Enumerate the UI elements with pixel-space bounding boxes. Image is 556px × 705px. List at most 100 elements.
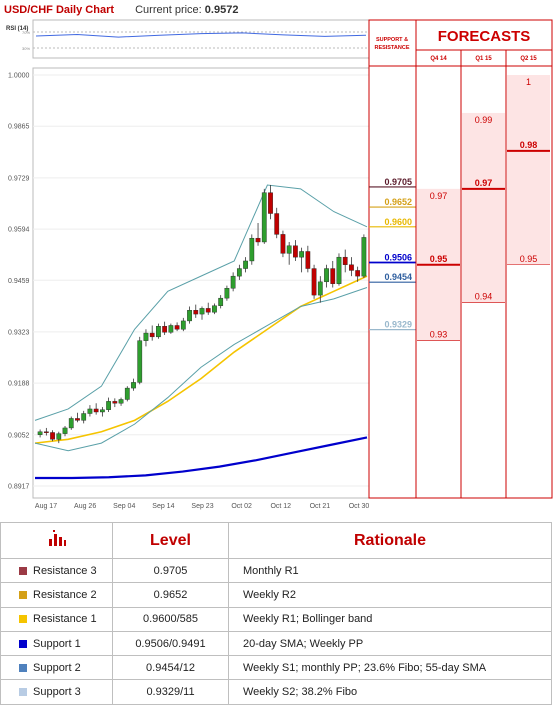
forecast-low-label: 0.95: [520, 254, 538, 264]
level-name-cell: Resistance 2: [0, 582, 113, 608]
level-name-cell: Support 2: [0, 655, 113, 681]
candle-body: [261, 192, 267, 243]
level-value: 0.9600/585: [112, 606, 229, 632]
series-line-bollinger-lower: [34, 287, 368, 452]
rsi-line: [35, 32, 367, 38]
level-rationale: Weekly S2; 38.2% Fibo: [228, 679, 552, 705]
series-line-20-day-sma: [34, 275, 368, 444]
candle-body: [342, 256, 348, 265]
x-tick-label: Sep 23: [191, 503, 213, 510]
table-header-icon-cell: [0, 522, 113, 559]
candle-body: [286, 245, 292, 254]
bar-chart-icon: [48, 530, 66, 546]
sr-label-1: SUPPORT &: [376, 37, 408, 43]
level-name: Support 3: [33, 686, 81, 699]
x-tick-label: Sep 14: [152, 503, 174, 510]
candle-body: [99, 409, 105, 413]
forecast-quarter-label: Q4 14: [430, 56, 447, 62]
price-label: Current price:: [135, 4, 202, 16]
y-tick-label: 0.9188: [8, 381, 30, 388]
forecast-high-label: 0.99: [475, 115, 493, 125]
level-rationale: Monthly R1: [228, 557, 552, 584]
candle-body: [324, 268, 329, 283]
color-swatch: [19, 688, 27, 697]
sr-label-2: RESISTANCE: [374, 45, 409, 51]
candle-body: [106, 401, 111, 410]
table-row: Support 3 0.9329/11 Weekly S2; 38.2% Fibo: [0, 679, 552, 705]
level-name: Resistance 1: [33, 613, 97, 626]
candle-body: [280, 234, 286, 254]
candle-body: [118, 399, 124, 404]
forecast-median-label: 0.97: [475, 178, 493, 188]
price-value: 0.9572: [204, 4, 239, 16]
candle-body: [268, 192, 273, 214]
candle-body: [205, 308, 211, 313]
levels-table: Level Rationale Resistance 3 0.9705 Monthl…: [0, 522, 552, 705]
level-value: 0.9454/12: [112, 655, 229, 681]
forecast-median-label: 0.98: [520, 140, 538, 150]
level-name-cell: Support 1: [0, 630, 113, 657]
candle-body: [137, 340, 143, 383]
candle-body: [199, 308, 205, 315]
y-tick-label: 0.9594: [8, 227, 30, 234]
forecast-high-label: 0.97: [430, 191, 448, 201]
color-swatch: [19, 639, 27, 648]
color-swatch: [19, 615, 27, 624]
chart-title-bar: USD/CHF Daily Chart Current price: 0.957…: [4, 4, 238, 16]
level-rationale: Weekly S1; monthly PP; 23.6% Fibo; 55-da…: [228, 655, 552, 681]
candle-body: [355, 270, 361, 277]
level-label-r2: 0.9652: [384, 197, 412, 207]
series-line-bollinger-upper: [34, 184, 368, 421]
candle-body: [274, 213, 280, 235]
table-row: Support 2 0.9454/12 Weekly S1; monthly PP;…: [0, 655, 552, 681]
level-name-cell: Resistance 1: [0, 606, 113, 632]
level-value: 0.9652: [112, 582, 229, 608]
candle-body: [299, 251, 305, 258]
table-row: Resistance 3 0.9705 Monthly R1: [0, 557, 552, 584]
candle-body: [230, 275, 236, 289]
level-rationale: Weekly R2: [228, 582, 552, 608]
candle-body: [62, 427, 68, 434]
level-name: Resistance 3: [33, 564, 97, 577]
candle-body: [124, 387, 130, 400]
candle-body: [311, 268, 317, 296]
series-line-55-day-sma: [35, 436, 368, 480]
y-tick-label: 0.9323: [8, 329, 30, 336]
forecast-low-label: 0.94: [475, 292, 493, 302]
candle-body: [330, 268, 336, 284]
sr-column-inner: [369, 20, 416, 498]
y-tick-label: 0.9052: [8, 432, 30, 439]
x-tick-label: Oct 21: [310, 503, 331, 510]
candle-body: [336, 256, 342, 284]
candle-body: [112, 401, 118, 404]
x-tick-label: Sep 04: [113, 503, 135, 510]
x-tick-label: Oct 12: [270, 503, 291, 510]
x-tick-label: Aug 26: [74, 503, 96, 510]
color-swatch: [19, 591, 27, 600]
candle-body: [305, 251, 311, 269]
forecast-high-label: 1: [526, 77, 531, 87]
rsi-tick-30: 30%: [22, 46, 30, 51]
candle-body: [212, 305, 217, 313]
forecast-median-label: 0.95: [430, 254, 448, 264]
y-tick-label: 0.8917: [8, 484, 30, 491]
candle-body: [93, 408, 99, 413]
candle-body: [81, 413, 87, 421]
x-tick-label: Oct 02: [231, 503, 252, 510]
rsi-panel: [32, 19, 370, 59]
y-tick-label: 0.9865: [8, 124, 30, 131]
rsi-title: RSI (14): [6, 26, 28, 32]
table-row: Resistance 2 0.9652 Weekly R2: [0, 582, 552, 608]
color-swatch: [19, 663, 27, 672]
rsi-tick-70: 70%: [22, 30, 30, 35]
x-tick-label: Aug 17: [35, 503, 57, 510]
candle-body: [349, 264, 354, 271]
chart-title: USD/CHF Daily Chart: [4, 4, 115, 16]
candle-body: [149, 332, 155, 338]
x-tick-label: Oct 30: [349, 503, 370, 510]
level-label-r3: 0.9705: [384, 177, 412, 187]
table-row: Resistance 1 0.9600/585 Weekly R1; Bolling…: [0, 606, 552, 632]
candle-body: [168, 325, 174, 333]
level-rationale: Weekly R1; Bollinger band: [228, 606, 552, 632]
level-label-r1: 0.9600: [384, 217, 412, 227]
